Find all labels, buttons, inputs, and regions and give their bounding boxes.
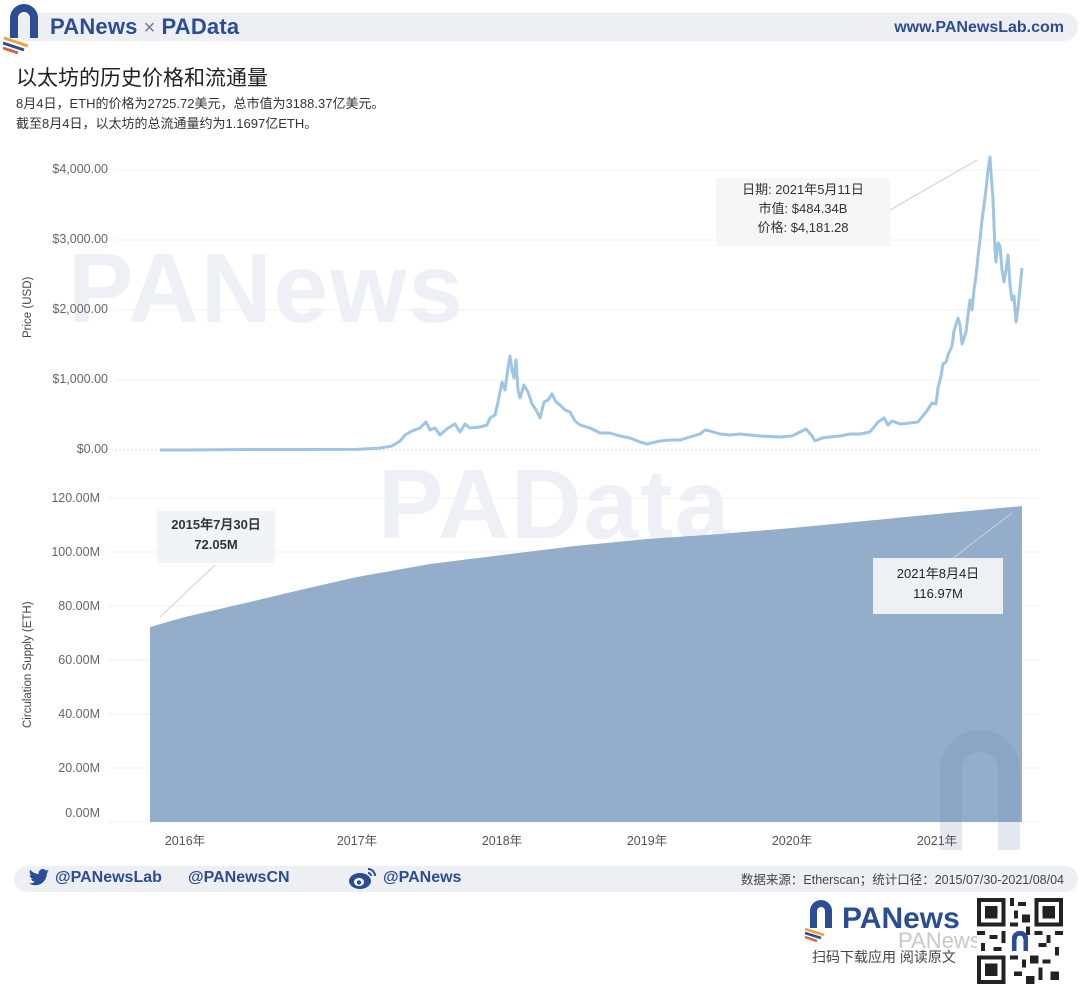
callout-market-cap: 市值: $484.34B <box>758 201 848 216</box>
callout-end-date: 2021年8月4日 <box>896 566 980 581</box>
supply-y-tick: 100.00M <box>51 545 100 559</box>
twitter-handle-panewslab[interactable]: @PANewsLab <box>55 869 162 886</box>
header-bar <box>14 13 1078 41</box>
x-tick-2017: 2017年 <box>336 834 378 848</box>
x-tick-2019: 2019年 <box>626 834 668 848</box>
twitter-handle-panewscn[interactable]: @PANewsCN <box>188 869 290 886</box>
price-y-tick: $3,000.00 <box>52 232 108 246</box>
x-tick-2016: 2016年 <box>164 834 206 848</box>
supply-y-tick: 120.00M <box>51 491 100 505</box>
app-brand-name: PANews <box>842 902 960 935</box>
supply-y-tick: 40.00M <box>58 707 100 721</box>
callout-start-date: 2015年7月30日 <box>171 517 261 532</box>
panews-app-logo-icon <box>804 900 832 942</box>
price-y-tick: $2,000.00 <box>52 302 108 316</box>
subtitle-line-2: 截至8月4日，以太坊的总流通量约为1.1697亿ETH。 <box>16 116 318 131</box>
x-tick-2018: 2018年 <box>481 834 523 848</box>
x-tick-2021: 2021年 <box>916 834 958 848</box>
brand-separator: × <box>143 17 156 39</box>
callout-start-value: 72.05M <box>194 537 238 552</box>
weibo-handle-panews[interactable]: @PANews <box>383 869 462 886</box>
callout-price: 价格: $4,181.28 <box>757 220 849 235</box>
supply-y-tick: 60.00M <box>58 653 100 667</box>
wechat-overlay-text: PANews <box>898 928 981 953</box>
callout-date: 日期: 2021年5月11日 <box>742 182 864 197</box>
twitter-icon <box>28 869 50 886</box>
data-source-note: 数据来源：Etherscan；统计口径：2015/07/30-2021/08/0… <box>740 873 1064 887</box>
price-peak-callout: 日期: 2021年5月11日 市值: $484.34B 价格: $4,181.2… <box>716 178 890 246</box>
download-read-text[interactable]: 扫码下载应用 阅读原文 <box>812 949 956 965</box>
subtitle-line-1: 8月4日，ETH的价格为2725.72美元，总市值为3188.37亿美元。 <box>16 96 385 111</box>
footer-bar <box>14 866 1078 892</box>
price-y-tick: $4,000.00 <box>52 162 108 176</box>
site-url-link[interactable]: www.PANewsLab.com <box>894 19 1064 36</box>
weibo-icon <box>349 868 376 889</box>
page-title: 以太坊的历史价格和流通量 <box>16 67 268 90</box>
qr-code-icon[interactable] <box>977 898 1063 984</box>
price-y-tick: $1,000.00 <box>52 372 108 386</box>
price-y-tick: $0.00 <box>76 442 108 456</box>
panews-logo-icon <box>2 4 38 54</box>
brand-title: PANews × PAData <box>50 14 239 40</box>
watermark-panews: PANews <box>68 233 465 343</box>
supply-y-tick: 80.00M <box>58 599 100 613</box>
supply-y-tick: 0.00M <box>65 806 100 820</box>
supply-y-tick: 20.00M <box>58 761 100 775</box>
x-tick-2020: 2020年 <box>771 834 813 848</box>
callout-end-value: 116.97M <box>913 586 963 601</box>
logo-watermark-icon <box>940 730 1020 850</box>
supply-start-callout: 2015年7月30日 72.05M <box>157 511 275 563</box>
supply-end-callout: 2021年8月4日 116.97M <box>873 558 1003 614</box>
brand-padata: PAData <box>161 14 240 39</box>
brand-panews: PANews <box>50 14 138 39</box>
